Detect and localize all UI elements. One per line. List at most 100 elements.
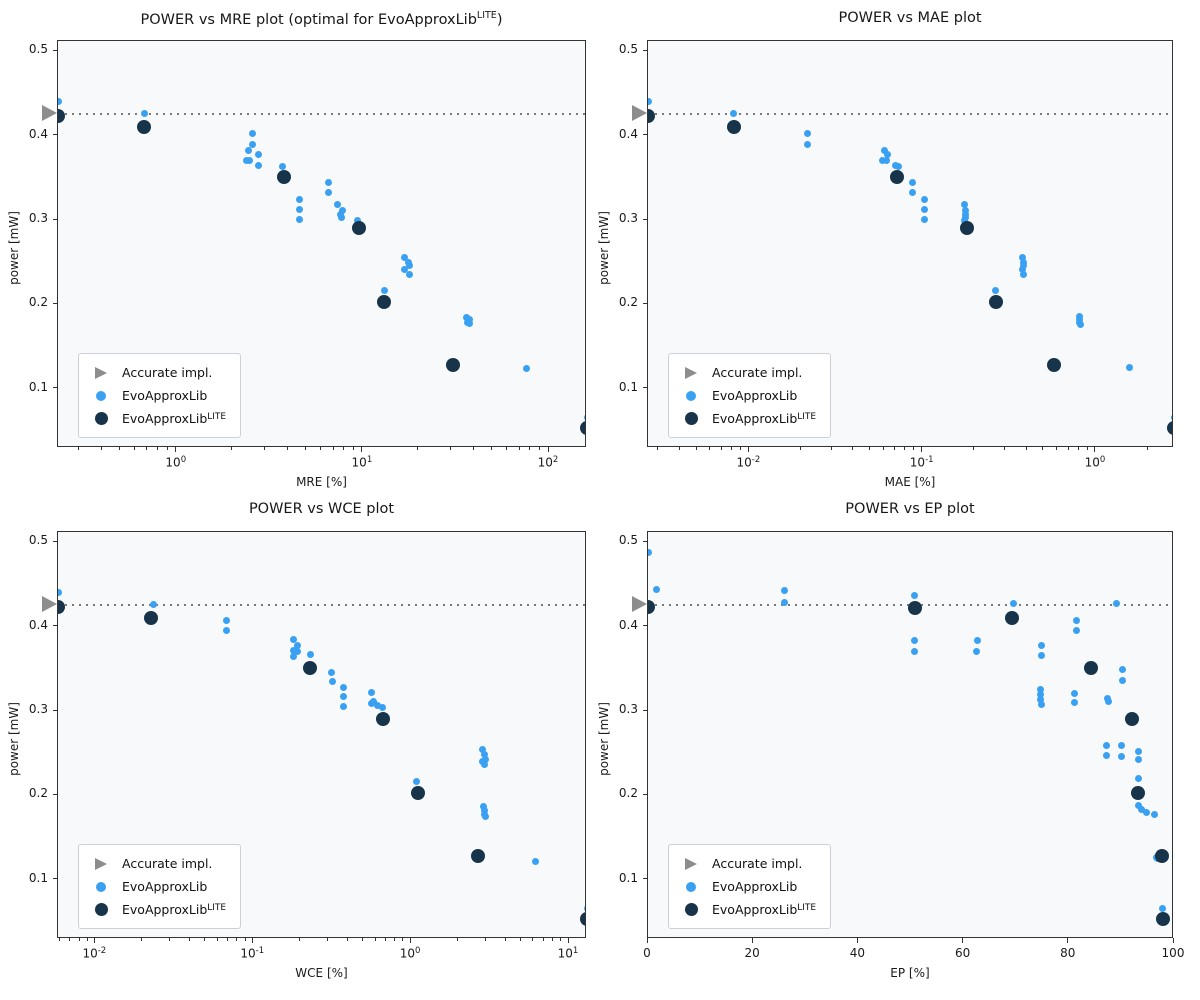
x-tick-exponent: -2 [751,455,761,465]
x-minor-tick [904,447,906,450]
legend-label-text: EvoApproxLib [712,879,798,894]
x-tick-base: 10 [537,455,553,470]
scatter-point-evoapproxlib [1070,689,1078,697]
x-tick-exponent: 0 [180,455,187,465]
x-major-tick [175,447,177,452]
y-tick-label: 0.2 [618,786,638,801]
legend-label: Accurate impl. [712,856,802,871]
scatter-point-evoapproxlib [1036,686,1044,694]
x-minor-tick [78,938,80,941]
scatter-point-evoapproxlib [1072,627,1080,635]
legend-dot [684,903,698,916]
x-minor-tick [58,938,60,941]
x-major-tick [747,447,749,452]
legend-label: EvoApproxLibLITE [712,411,816,426]
scatter-point-evoapproxlib-lite [351,221,366,236]
x-minor-tick [695,447,697,450]
legend-label: EvoApproxLibLITE [712,902,816,917]
y-tick-label: 0.5 [618,42,638,57]
x-minor-tick [244,938,246,941]
x-minor-tick [882,447,884,450]
x-tick-base: 10 [1084,455,1100,470]
scatter-point-evoapproxlib [1159,905,1167,913]
scatter-point-evoapproxlib [1117,742,1125,750]
x-minor-tick [518,447,520,450]
x-minor-tick [491,447,493,450]
scatter-point-evoapproxlib [803,140,811,148]
scatter-point-evoapproxlib [339,703,347,711]
plot-title-text: POWER vs EP plot [845,501,975,517]
accurate-impl-triangle-marker [632,105,647,122]
x-minor-tick [188,938,190,941]
legend-dot [96,881,106,892]
scatter-point-evoapproxlib [481,760,489,768]
y-tick-label: 0.1 [618,379,638,394]
x-axis-label: MAE [%] [884,475,936,489]
y-tick-label: 0.1 [28,379,48,394]
legend-dot-icon [678,412,704,425]
scatter-point-evoapproxlib [1037,690,1045,698]
x-major-tick [1172,938,1174,943]
scatter-point-evoapproxlib-lite [1167,420,1172,435]
y-tick-label: 0.1 [618,870,638,885]
x-major-tick [646,938,648,943]
legend-triangle-right-icon [88,366,114,379]
plot-title-text: POWER vs WCE plot [248,501,395,517]
legend-label: EvoApproxLib [712,388,797,403]
legend-label-text: Accurate impl. [712,365,803,380]
x-minor-tick [473,447,475,450]
x-tick-label: 40 [849,946,866,960]
legend-item-evoapproxlib: EvoApproxLib [88,384,226,407]
legend-label-superscript: LITE [207,412,227,422]
scatter-point-evoapproxlib-lite [471,849,486,864]
scatter-point-evoapproxlib [1037,695,1045,703]
scatter-point-evoapproxlib [910,636,918,644]
x-minor-tick [204,938,206,941]
scatter-point-evoapproxlib [879,156,887,164]
x-tick-base: 10 [909,455,926,470]
legend-dot [94,903,108,916]
scatter-point-evoapproxlib [909,179,917,187]
scatter-point-evoapproxlib [339,683,347,691]
scatter-point-evoapproxlib-lite [446,358,461,373]
scatter-point-evoapproxlib [883,157,891,165]
x-minor-tick [157,447,159,450]
scatter-point-evoapproxlib [480,751,488,759]
legend-item-evoapproxlib: EvoApproxLibLITE [678,407,816,430]
x-minor-tick [484,938,486,941]
legend-dot [686,881,696,892]
y-axis-label-text: power [mW] [7,210,21,285]
scatter-point-evoapproxlib-lite [989,294,1004,309]
scatter-point-evoapproxlib [367,699,375,707]
y-major-tick [52,793,57,795]
legend-label: EvoApproxLib [122,388,207,403]
accurate-power-baseline [648,113,1172,116]
scatter-point-evoapproxlib [401,266,409,274]
legend-dot-icon [678,390,704,401]
legend-dot-icon [88,881,114,892]
scatter-point-evoapproxlib-lite [144,611,159,626]
y-tick-label: 0.3 [618,702,638,716]
legend-box: Accurate impl. EvoApproxLib EvoApproxLibLI… [78,353,242,438]
scatter-point-evoapproxlib [223,617,231,625]
x-minor-tick [231,447,233,450]
accurate-impl-triangle-marker [42,596,57,613]
x-tick-label: 0 [643,946,651,960]
x-tick-label: 20 [744,946,760,960]
legend-box: Accurate impl. EvoApproxLib EvoApproxLibLI… [78,844,242,929]
scatter-point-evoapproxlib [412,778,420,786]
x-minor-tick [385,938,387,941]
x-tick-label: 100 [380,946,440,961]
legend-label-superscript: LITE [797,903,817,913]
scatter-point-evoapproxlib [294,641,302,649]
scatter-point-evoapproxlib-lite [726,120,741,135]
scatter-point-evoapproxlib [1070,699,1078,707]
legend-label-text: Accurate impl. [712,856,803,871]
scatter-point-evoapproxlib [354,216,362,224]
y-major-tick [642,302,647,304]
legend-item-evoapproxlib: EvoApproxLib [88,875,226,898]
x-minor-tick [721,447,723,450]
scatter-point-evoapproxlib [962,207,970,215]
x-tick-base: 10 [165,455,181,470]
scatter-point-evoapproxlib [296,215,304,223]
